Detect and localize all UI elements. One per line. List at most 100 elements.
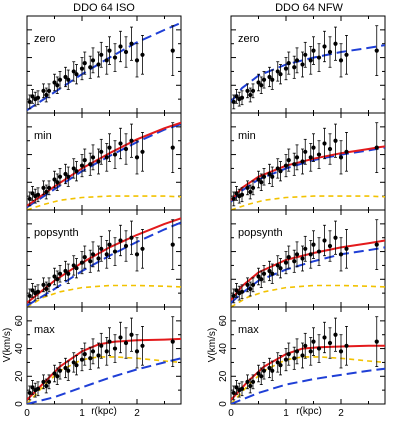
data-point <box>63 171 68 177</box>
data-point <box>286 352 291 357</box>
data-point <box>267 365 272 371</box>
data-point <box>256 274 261 279</box>
data-point <box>74 72 79 77</box>
panel-plot-area <box>231 122 385 210</box>
data-point <box>270 174 275 179</box>
data-point <box>63 74 68 80</box>
data-point <box>374 48 379 53</box>
data-point <box>259 180 264 185</box>
data-point <box>46 185 52 190</box>
data-point <box>231 196 236 202</box>
panel-row-label: max <box>34 324 55 336</box>
data-point <box>55 180 60 185</box>
data-point <box>248 286 253 292</box>
data-point <box>27 196 32 202</box>
data-point <box>311 339 316 344</box>
data-point <box>52 274 57 279</box>
y-tick-label: 20 <box>218 370 229 382</box>
data-point <box>286 255 291 260</box>
panel-plot-area <box>27 217 181 307</box>
data-point <box>35 386 41 391</box>
data-point <box>308 252 313 257</box>
data-point <box>283 357 289 362</box>
data-point <box>303 52 308 57</box>
data-point <box>322 238 327 243</box>
data-point <box>294 252 300 257</box>
data-point <box>170 145 175 150</box>
data-point <box>118 44 123 49</box>
data-point <box>71 69 76 74</box>
data-point <box>66 77 71 82</box>
data-point <box>308 155 313 160</box>
data-point <box>55 83 60 88</box>
data-point <box>294 58 300 63</box>
data-point <box>90 155 96 160</box>
data-point <box>112 55 118 60</box>
data-point <box>79 260 85 265</box>
halo-model-curve <box>27 357 181 404</box>
panel-frame <box>26 306 182 405</box>
data-point <box>338 58 344 63</box>
x-tick-label: 1 <box>79 408 85 418</box>
y-tick-label: 40 <box>14 343 25 355</box>
data-point <box>104 58 109 63</box>
panel-iso-zero: zero <box>26 15 182 114</box>
stars-model-curve <box>231 195 385 210</box>
data-point <box>303 149 308 154</box>
data-point <box>283 260 289 265</box>
data-point <box>99 149 104 154</box>
data-point <box>316 346 322 351</box>
data-point <box>27 99 32 105</box>
panel-nfw-min: min <box>230 112 386 211</box>
data-point <box>344 343 349 348</box>
data-point <box>338 349 344 354</box>
data-point <box>231 390 236 396</box>
data-point <box>55 374 60 379</box>
data-point <box>88 65 93 70</box>
data-point <box>88 356 93 361</box>
data-point <box>231 293 236 299</box>
panel-row-label: zero <box>238 33 259 45</box>
y-tick-label: 60 <box>218 315 229 327</box>
data-point <box>104 349 109 354</box>
x-tick-label: 2 <box>134 408 140 418</box>
data-point <box>66 271 71 276</box>
panel-plot-area <box>231 316 385 404</box>
data-point <box>88 259 93 264</box>
x-axis-label-iso: r(kpc) <box>91 406 117 417</box>
y-tick-label: 40 <box>218 343 229 355</box>
data-point <box>71 166 76 171</box>
data-point <box>90 252 96 257</box>
panel-frame <box>26 15 182 114</box>
data-point <box>278 169 283 174</box>
halo-model-curve <box>231 44 385 103</box>
data-point <box>311 242 316 247</box>
data-point <box>44 92 49 98</box>
data-point <box>327 49 333 55</box>
data-point <box>66 368 71 373</box>
data-point <box>344 149 349 154</box>
data-point <box>303 246 308 251</box>
data-point <box>250 88 256 93</box>
data-point <box>107 242 112 247</box>
data-point <box>41 88 46 93</box>
data-point <box>294 155 300 160</box>
stars-model-curve <box>27 284 181 307</box>
data-point <box>300 353 305 358</box>
y-axis-label-nfw: V(km/s) <box>207 328 218 362</box>
data-point <box>96 353 101 358</box>
data-point <box>107 48 112 53</box>
data-point <box>327 243 333 249</box>
x-tick-label: 0 <box>228 408 234 418</box>
data-point <box>134 349 140 354</box>
data-point <box>35 192 41 197</box>
panel-plot-area <box>27 121 181 210</box>
data-point <box>134 252 140 257</box>
panel-frame <box>230 15 386 114</box>
panel-nfw-zero: zero <box>230 15 386 114</box>
data-point <box>52 80 57 85</box>
data-point <box>270 77 275 82</box>
data-point <box>134 155 140 160</box>
data-point <box>123 49 129 55</box>
